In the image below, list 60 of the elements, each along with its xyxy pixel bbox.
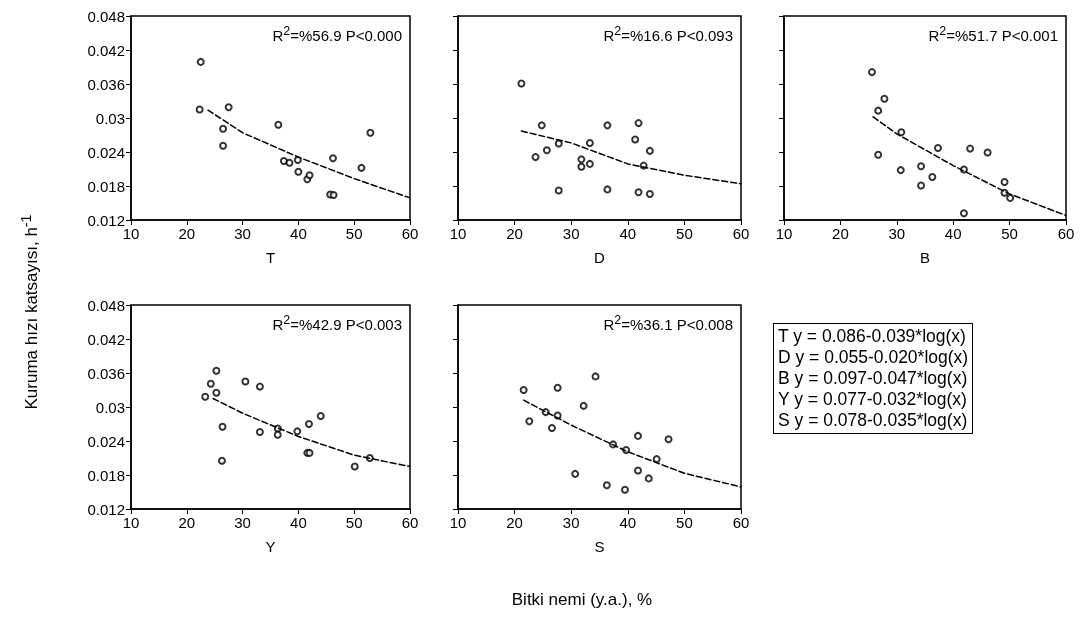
x-tick-label: 40: [290, 225, 307, 242]
x-tick-label: 60: [401, 225, 419, 242]
x-tick-label: 50: [345, 514, 363, 531]
y-tick-label: 0.03: [95, 398, 125, 416]
annotation: R$^{2}$=%51.7 P<0.001: [928, 23, 1058, 45]
text: Y y = 0.077-0.032*log(x): [778, 389, 968, 410]
x-tick-label: 50: [676, 225, 693, 242]
y-tick-label: 0.036: [87, 75, 125, 93]
text: B y = 0.097-0.047*log(x): [778, 368, 969, 389]
x-tick-label: 30: [234, 225, 251, 242]
x-tick-label: 40: [619, 225, 637, 242]
x-axis-title: T: [265, 249, 276, 266]
x-axis-title: D: [594, 249, 606, 266]
text: Bitki nemi (y.a.), %: [510, 590, 654, 610]
annotation: R$^{2}$=%36.1 P<0.008: [603, 312, 733, 334]
x-tick-label: 20: [506, 225, 523, 242]
y-tick-label: 0.012: [87, 500, 125, 518]
x-axis-title: S: [594, 538, 605, 555]
x-tick-label: 60: [732, 514, 750, 531]
x-tick-label: 50: [676, 514, 693, 531]
x-tick-label: 50: [345, 225, 363, 242]
x-tick-label: 20: [506, 514, 523, 531]
x-axis-title: Y: [265, 538, 276, 555]
text: S y = 0.078-0.035*log(x): [778, 410, 969, 431]
x-tick-label: 50: [1001, 225, 1018, 242]
x-tick-label: 40: [944, 225, 962, 242]
y-tick-label: 0.024: [87, 432, 125, 450]
y-tick-label: 0.018: [87, 177, 125, 195]
y-tick-label: 0.018: [87, 466, 125, 484]
x-tick-label: 30: [562, 225, 580, 242]
x-tick-label: 10: [449, 225, 467, 242]
x-tick-label: 30: [888, 225, 906, 242]
x-tick-label: 20: [178, 514, 196, 531]
x-tick-label: 30: [562, 514, 580, 531]
x-tick-label: 30: [234, 514, 251, 531]
x-axis-title: B: [919, 249, 931, 266]
y-tick-label: 0.03: [95, 109, 125, 127]
annotation: R$^{2}$=%42.9 P<0.003: [272, 312, 402, 334]
x-tick-label: 10: [122, 514, 140, 531]
y-tick-label: 0.048: [87, 296, 125, 314]
x-tick-label: 10: [775, 225, 793, 242]
y-tick-label: 0.042: [87, 330, 125, 348]
x-tick-label: 20: [832, 225, 849, 242]
text: D y = 0.055-0.020*log(x): [778, 347, 969, 368]
text: T y = 0.086-0.039*log(x): [778, 326, 967, 347]
annotation: R$^{2}$=%16.6 P<0.093: [603, 23, 733, 45]
x-tick-label: 60: [732, 225, 750, 242]
x-tick-label: 10: [122, 225, 140, 242]
annotation: R$^{2}$=%56.9 P<0.000: [272, 23, 402, 45]
x-tick-label: 60: [1057, 225, 1075, 242]
x-tick-label: 20: [178, 225, 196, 242]
y-tick-label: 0.024: [87, 143, 125, 161]
x-tick-label: 40: [619, 514, 637, 531]
y-tick-label: 0.012: [87, 211, 125, 229]
y-tick-label: 0.048: [87, 7, 125, 25]
y-tick-label: 0.042: [87, 41, 125, 59]
x-tick-label: 10: [449, 514, 467, 531]
x-tick-label: 40: [290, 514, 307, 531]
y-tick-label: 0.036: [87, 364, 125, 382]
x-tick-label: 60: [401, 514, 419, 531]
